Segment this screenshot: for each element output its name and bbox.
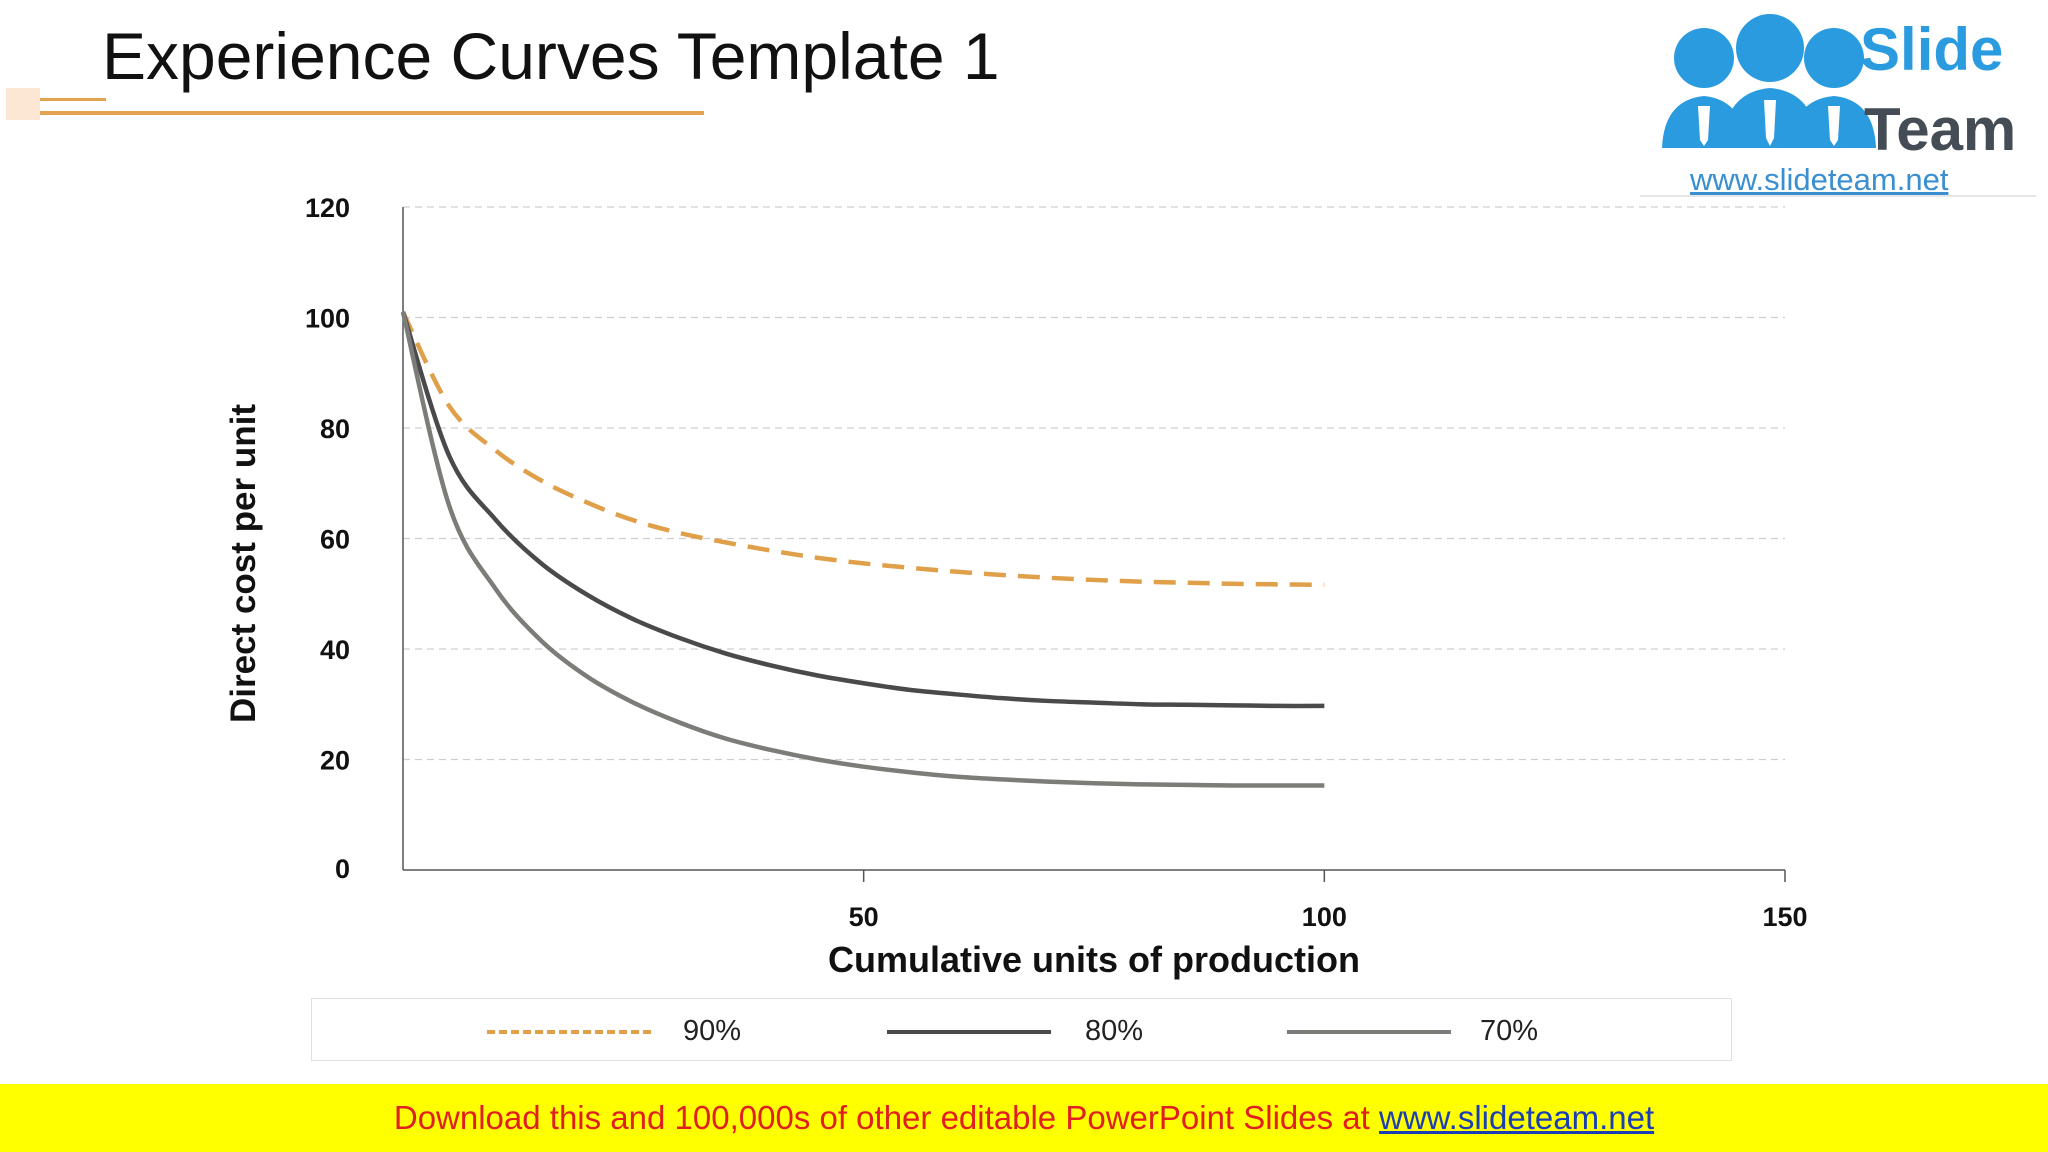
banner-link[interactable]: www.slideteam.net (1379, 1099, 1655, 1136)
y-tick-label-40: 40 (320, 635, 350, 665)
y-tick-label-120: 120 (305, 193, 350, 223)
logo-word-team: Team (1864, 96, 2017, 163)
x-tick-label-150: 150 (1762, 902, 1807, 932)
x-tick-label-100: 100 (1302, 902, 1347, 932)
y-tick-label-80: 80 (320, 414, 350, 444)
x-axis-label: Cumulative units of production (828, 939, 1360, 980)
y-axis-label: Direct cost per unit (224, 404, 263, 723)
y-tick-label-100: 100 (305, 304, 350, 334)
x-axis-ticks: 50 100 150 (849, 870, 1808, 932)
download-banner: Download this and 100,000s of other edit… (0, 1084, 2048, 1152)
chart-series (400, 310, 1325, 788)
chart-gridlines (403, 206, 1785, 761)
series-line-90 (400, 310, 1325, 588)
slide-title: Experience Curves Template 1 (102, 19, 1000, 93)
series-line-80 (400, 311, 1325, 709)
title-underline (40, 111, 704, 115)
legend-swatch-70 (1287, 1030, 1451, 1034)
chart-legend: 90% 80% 70% (311, 998, 1732, 1061)
logo-divider (1640, 195, 2036, 197)
y-tick-label-60: 60 (320, 525, 350, 555)
logo-word-slide: Slide (1860, 16, 2004, 83)
legend-swatch-90 (487, 1030, 651, 1034)
experience-curve-chart: 0 20 40 60 80 100 120 50 100 150 Direct cost per… (224, 193, 1808, 980)
legend-label-90: 90% (683, 1015, 742, 1047)
title-accent-short-line (40, 98, 106, 101)
slideteam-logo[interactable]: Slide Team www.slideteam.net (1638, 0, 2038, 200)
legend-label-70: 70% (1480, 1015, 1539, 1047)
x-tick-label-50: 50 (849, 902, 879, 932)
banner-text: Download this and 100,000s of other edit… (393, 1099, 1379, 1136)
y-axis-ticks: 0 20 40 60 80 100 120 (305, 193, 350, 884)
people-group-icon (1662, 14, 1876, 148)
legend-label-80: 80% (1085, 1015, 1144, 1047)
legend-swatch-80 (887, 1030, 1051, 1034)
y-tick-label-20: 20 (320, 746, 350, 776)
banner-message: Download this and 100,000s of other edit… (0, 1099, 2048, 1137)
series-line-70 (400, 311, 1325, 788)
title-accent-square (6, 88, 40, 120)
y-tick-label-0: 0 (335, 854, 350, 884)
logo-url-link[interactable]: www.slideteam.net (1690, 162, 1949, 197)
